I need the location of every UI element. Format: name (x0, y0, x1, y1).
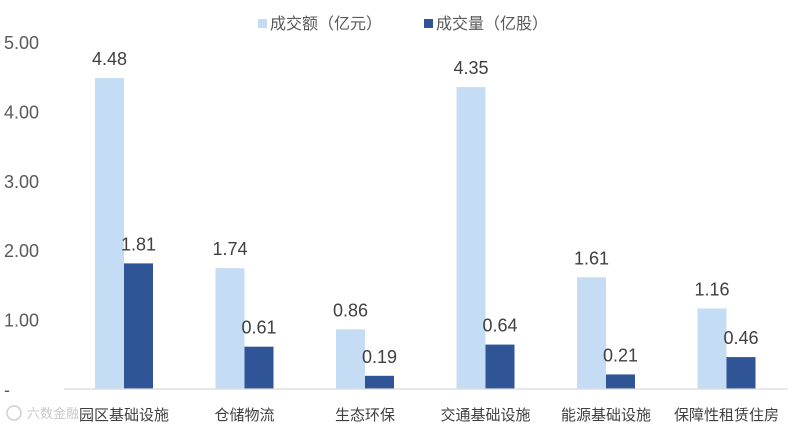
bar-volume (365, 375, 394, 389)
watermark-logo-icon (6, 405, 22, 421)
x-axis: 园区基础设施 仓储物流 生态环保 交通基础设施 能源基础设施 保障性租赁住房 (64, 388, 788, 424)
data-label: 1.74 (212, 239, 247, 259)
data-label: 0.46 (723, 328, 758, 348)
y-tick-label: - (4, 380, 10, 400)
bar-volume (124, 263, 153, 389)
legend-swatch (258, 19, 267, 28)
legend: 成交额（亿元） 成交量（亿股） (258, 15, 548, 33)
bar-volume (606, 374, 635, 389)
data-label: 1.16 (694, 279, 729, 299)
legend-label: 成交额（亿元） (270, 15, 382, 33)
bar-amount (697, 308, 727, 389)
legend-swatch (424, 19, 433, 28)
data-label: 4.35 (453, 58, 488, 78)
y-tick-label: 4.00 (4, 102, 39, 122)
data-label: 0.64 (482, 316, 517, 336)
data-label: 0.86 (333, 300, 368, 320)
bar-amount (456, 87, 486, 390)
y-tick-label: 1.00 (4, 311, 39, 331)
y-tick-label: 5.00 (4, 33, 39, 53)
x-tick-label: 园区基础设施 (79, 407, 169, 424)
data-labels: 4.48 1.81 1.74 0.61 0.86 0.19 4.35 0.64 1.61 0.21… (92, 49, 759, 367)
x-tick-label: 交通基础设施 (440, 406, 530, 424)
y-axis: 5.00 4.00 3.00 2.00 1.00 - (4, 33, 39, 400)
data-label: 0.19 (362, 347, 397, 367)
bars (95, 78, 756, 390)
bar-volume (485, 344, 515, 389)
x-tick-label: 生态环保 (335, 407, 395, 424)
x-tick-label: 仓储物流 (214, 407, 274, 424)
data-label: 1.61 (574, 248, 609, 268)
y-tick-label: 2.00 (4, 241, 39, 261)
x-tick-label: 能源基础设施 (561, 407, 651, 424)
watermark: 六数金融 (6, 405, 79, 421)
data-label: 1.81 (121, 234, 156, 254)
legend-label: 成交量（亿股） (436, 15, 548, 33)
data-label: 4.48 (92, 49, 127, 69)
bar-amount (215, 268, 245, 389)
bar-amount (95, 78, 124, 389)
bar-amount (336, 329, 365, 389)
watermark-text: 六数金融 (27, 406, 79, 421)
x-tick-label: 保障性租赁住房 (674, 406, 779, 424)
bar-volume (726, 357, 756, 389)
data-label: 0.61 (241, 318, 276, 338)
bar-volume (244, 346, 274, 389)
bar-amount (577, 277, 606, 389)
data-label: 0.21 (603, 345, 638, 365)
y-tick-label: 3.00 (4, 172, 39, 192)
